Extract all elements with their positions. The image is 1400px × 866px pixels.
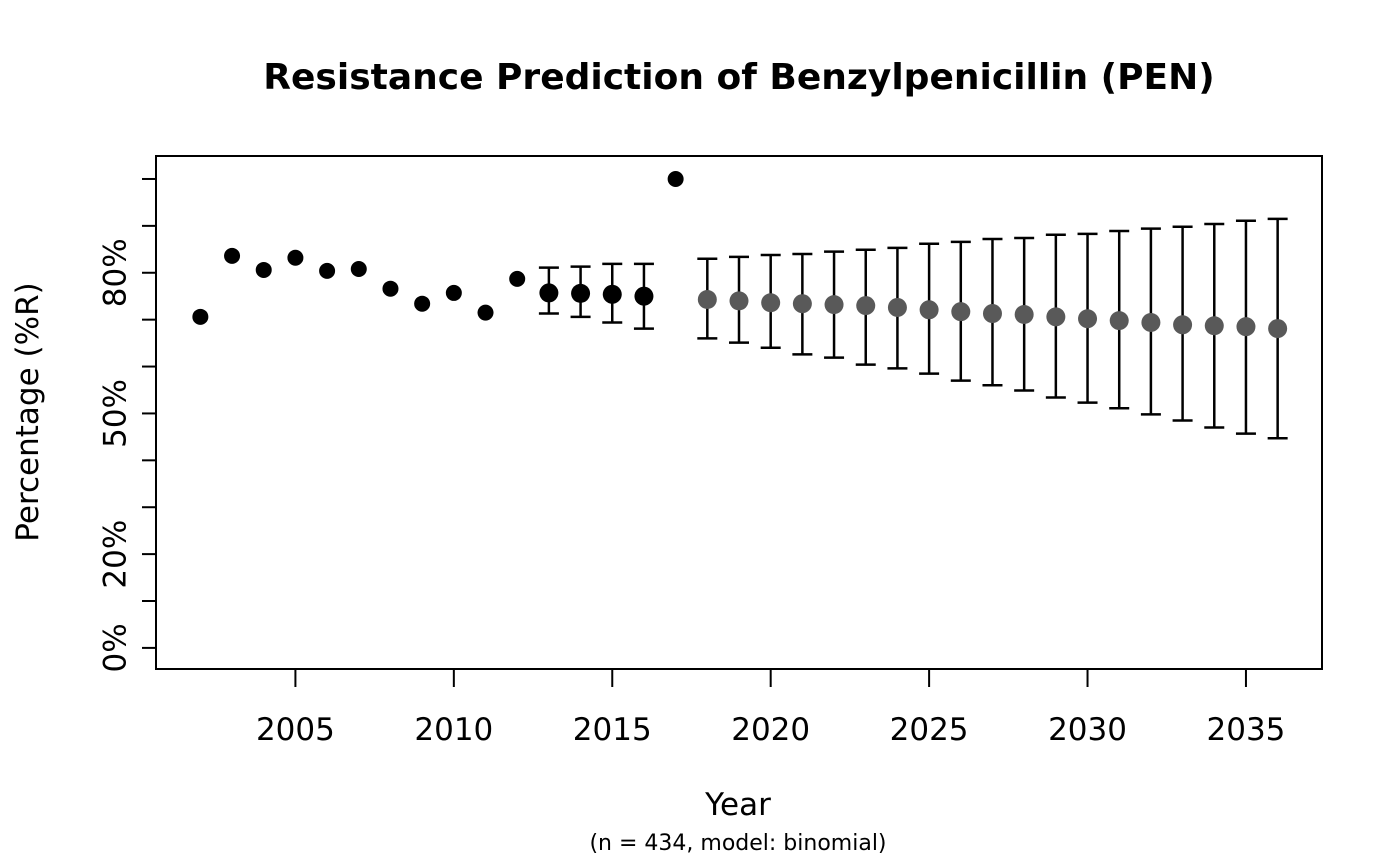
predicted-point-2029 — [1046, 307, 1066, 327]
chart-subtitle: (n = 434, model: binomial) — [589, 831, 887, 856]
x-axis-title: Year — [705, 787, 771, 823]
observed-point-2010 — [445, 284, 462, 301]
observed-point-2017 — [667, 170, 684, 187]
y-tick-label-0: 0% — [98, 623, 134, 672]
chart-title: Resistance Prediction of Benzylpenicilli… — [263, 57, 1215, 98]
observed-point-2013 — [540, 284, 557, 301]
observed-point-2003 — [224, 247, 241, 264]
x-tick-label-2030: 2030 — [1048, 712, 1127, 748]
predicted-point-2030 — [1078, 309, 1098, 329]
predicted-point-2031 — [1109, 311, 1129, 331]
x-tick-label-2005: 2005 — [256, 712, 335, 748]
predicted-point-2033 — [1173, 315, 1193, 335]
y-tick-label-80: 80% — [98, 238, 134, 307]
predicted-point-2028 — [1014, 304, 1034, 324]
x-tick-label-2010: 2010 — [414, 712, 493, 748]
predicted-point-2026 — [951, 302, 971, 322]
x-tick-label-2015: 2015 — [573, 712, 652, 748]
observed-point-2015 — [604, 286, 621, 303]
predicted-point-2021 — [792, 294, 812, 314]
x-tick-label-2025: 2025 — [890, 712, 969, 748]
predicted-point-2034 — [1204, 316, 1224, 336]
predicted-point-2035 — [1236, 317, 1256, 337]
predicted-point-2027 — [982, 304, 1002, 324]
observed-point-2014 — [572, 285, 589, 302]
observed-point-2012 — [509, 270, 526, 287]
predicted-point-2020 — [761, 293, 781, 313]
predicted-point-2032 — [1141, 312, 1161, 332]
y-axis-title: Percentage (%R) — [10, 282, 46, 542]
y-tick-label-50: 50% — [98, 379, 134, 448]
y-tick-label-20: 20% — [98, 520, 134, 589]
observed-point-2007 — [350, 261, 367, 278]
predicted-point-2019 — [729, 291, 749, 311]
observed-point-2002 — [192, 308, 209, 325]
predicted-point-2018 — [697, 289, 717, 309]
x-tick-label-2035: 2035 — [1207, 712, 1286, 748]
observed-point-2009 — [414, 295, 431, 312]
predicted-point-2022 — [824, 295, 844, 315]
predicted-point-2024 — [887, 297, 907, 317]
observed-point-2004 — [255, 261, 272, 278]
observed-point-2011 — [477, 304, 494, 321]
observed-point-2016 — [635, 288, 652, 305]
predicted-point-2025 — [919, 300, 939, 320]
predicted-point-2023 — [856, 296, 876, 316]
x-tick-label-2020: 2020 — [731, 712, 810, 748]
predicted-point-2036 — [1268, 319, 1288, 339]
observed-point-2005 — [287, 249, 304, 266]
plot-box — [155, 155, 1323, 670]
observed-point-2008 — [382, 280, 399, 297]
observed-point-2006 — [319, 262, 336, 279]
